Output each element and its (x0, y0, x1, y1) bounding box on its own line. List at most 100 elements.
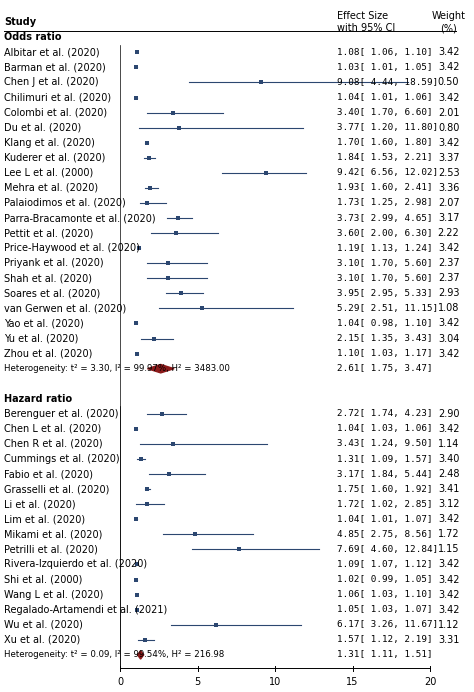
Text: 4.85[ 2.75, 8.56]: 4.85[ 2.75, 8.56] (337, 530, 433, 539)
Text: 1.12: 1.12 (438, 620, 459, 630)
Text: Wu et al. (2020): Wu et al. (2020) (4, 620, 83, 630)
Text: 1.09[ 1.07, 1.12]: 1.09[ 1.07, 1.12] (337, 560, 433, 569)
Text: 3.40: 3.40 (438, 454, 459, 464)
Text: 9.42[ 6.56, 12.02]: 9.42[ 6.56, 12.02] (337, 168, 438, 177)
Text: 3.42: 3.42 (438, 318, 459, 329)
Text: Parra-Bracamonte et al. (2020): Parra-Bracamonte et al. (2020) (4, 213, 156, 223)
Text: Study: Study (4, 17, 36, 27)
Text: Mikami et al. (2020): Mikami et al. (2020) (4, 529, 102, 539)
Text: 3.42: 3.42 (438, 62, 459, 73)
Text: 3.60[ 2.00, 6.30]: 3.60[ 2.00, 6.30] (337, 228, 433, 237)
Text: 1.04[ 0.98, 1.10]: 1.04[ 0.98, 1.10] (337, 319, 433, 328)
Text: 2.01: 2.01 (438, 108, 459, 118)
Text: 1.70[ 1.60, 1.80]: 1.70[ 1.60, 1.80] (337, 138, 433, 147)
Text: 3.04: 3.04 (438, 334, 459, 343)
Text: 3.42: 3.42 (438, 243, 459, 253)
Text: Yu et al. (2020): Yu et al. (2020) (4, 334, 79, 343)
Text: Mehra et al. (2020): Mehra et al. (2020) (4, 183, 98, 193)
Text: 10: 10 (269, 677, 281, 686)
Text: Fabio et al. (2020): Fabio et al. (2020) (4, 469, 93, 479)
Text: Xu et al. (2020): Xu et al. (2020) (4, 635, 81, 645)
Text: 1.14: 1.14 (438, 439, 459, 449)
Text: 2.07: 2.07 (438, 198, 459, 208)
Text: 2.48: 2.48 (438, 469, 459, 479)
Text: 1.72[ 1.02, 2.85]: 1.72[ 1.02, 2.85] (337, 500, 433, 509)
Text: Berenguer et al. (2020): Berenguer et al. (2020) (4, 409, 118, 419)
Text: 3.36: 3.36 (438, 183, 459, 193)
Text: 3.17[ 1.84, 5.44]: 3.17[ 1.84, 5.44] (337, 470, 433, 479)
Text: 1.75[ 1.60, 1.92]: 1.75[ 1.60, 1.92] (337, 484, 433, 493)
Text: Yao et al. (2020): Yao et al. (2020) (4, 318, 84, 329)
Text: 0.50: 0.50 (438, 78, 459, 87)
Text: Heterogeneity: t² = 0.09, I² = 99.54%, H² = 216.98: Heterogeneity: t² = 0.09, I² = 99.54%, H… (4, 650, 224, 659)
Text: 3.42: 3.42 (438, 574, 459, 585)
Text: 1.02[ 0.99, 1.05]: 1.02[ 0.99, 1.05] (337, 575, 433, 584)
Text: Kuderer et al. (2020): Kuderer et al. (2020) (4, 153, 106, 163)
Text: 9.08[ 4.44, 18.59]: 9.08[ 4.44, 18.59] (337, 78, 438, 87)
Text: Klang et al. (2020): Klang et al. (2020) (4, 138, 95, 147)
Text: 3.41: 3.41 (438, 484, 459, 494)
Text: 2.61[ 1.75, 3.47]: 2.61[ 1.75, 3.47] (337, 364, 433, 373)
Text: Albitar et al. (2020): Albitar et al. (2020) (4, 47, 100, 57)
Text: 1.08[ 1.06, 1.10]: 1.08[ 1.06, 1.10] (337, 48, 433, 57)
Text: 1.57[ 1.12, 2.19]: 1.57[ 1.12, 2.19] (337, 635, 433, 644)
Text: 3.42: 3.42 (438, 138, 459, 147)
Text: 3.10[ 1.70, 5.60]: 3.10[ 1.70, 5.60] (337, 274, 433, 283)
Text: 1.08: 1.08 (438, 303, 459, 313)
Text: 1.04[ 1.03, 1.06]: 1.04[ 1.03, 1.06] (337, 424, 433, 433)
Text: 3.40[ 1.70, 6.60]: 3.40[ 1.70, 6.60] (337, 108, 433, 117)
Text: 3.43[ 1.24, 9.50]: 3.43[ 1.24, 9.50] (337, 439, 433, 448)
Text: 3.77[ 1.20, 11.80]: 3.77[ 1.20, 11.80] (337, 123, 438, 132)
Text: 5: 5 (195, 677, 201, 686)
Text: Du et al. (2020): Du et al. (2020) (4, 122, 82, 133)
Text: 2.15[ 1.35, 3.43]: 2.15[ 1.35, 3.43] (337, 334, 433, 343)
Text: Chen R et al. (2020): Chen R et al. (2020) (4, 439, 103, 449)
Text: Priyank et al. (2020): Priyank et al. (2020) (4, 258, 104, 268)
Text: 1.73[ 1.25, 2.98]: 1.73[ 1.25, 2.98] (337, 199, 433, 208)
Text: 1.31[ 1.09, 1.57]: 1.31[ 1.09, 1.57] (337, 455, 433, 464)
Text: 3.42: 3.42 (438, 560, 459, 570)
Text: 3.17: 3.17 (438, 213, 459, 223)
Text: Lee L et al. (2000): Lee L et al. (2000) (4, 168, 93, 178)
Text: 3.42: 3.42 (438, 514, 459, 525)
Text: 1.04[ 1.01, 1.06]: 1.04[ 1.01, 1.06] (337, 93, 433, 102)
Text: Cummings et al. (2020): Cummings et al. (2020) (4, 454, 120, 464)
Text: Regalado-Artamendi et al. (2021): Regalado-Artamendi et al. (2021) (4, 605, 167, 614)
Text: Grasselli et al. (2020): Grasselli et al. (2020) (4, 484, 109, 494)
Text: 2.72[ 1.74, 4.23]: 2.72[ 1.74, 4.23] (337, 410, 433, 419)
Text: Rivera-Izquierdo et al. (2020): Rivera-Izquierdo et al. (2020) (4, 560, 147, 570)
Text: 1.06[ 1.03, 1.10]: 1.06[ 1.03, 1.10] (337, 590, 433, 599)
Text: 3.10[ 1.70, 5.60]: 3.10[ 1.70, 5.60] (337, 259, 433, 268)
Text: 3.95[ 2.95, 5.33]: 3.95[ 2.95, 5.33] (337, 289, 433, 298)
Text: Hazard ratio: Hazard ratio (4, 394, 73, 404)
Text: 2.22: 2.22 (438, 228, 459, 238)
Text: Chen L et al. (2020): Chen L et al. (2020) (4, 424, 101, 434)
Text: 0: 0 (117, 677, 123, 686)
Text: 1.05[ 1.03, 1.07]: 1.05[ 1.03, 1.07] (337, 606, 433, 614)
Text: 15: 15 (346, 677, 359, 686)
Text: 3.42: 3.42 (438, 93, 459, 102)
Polygon shape (137, 650, 144, 659)
Text: Shah et al. (2020): Shah et al. (2020) (4, 273, 92, 283)
Text: Barman et al. (2020): Barman et al. (2020) (4, 62, 106, 73)
Text: Chilimuri et al. (2020): Chilimuri et al. (2020) (4, 93, 111, 102)
Text: 2.37: 2.37 (438, 258, 459, 268)
Text: 1.93[ 1.60, 2.41]: 1.93[ 1.60, 2.41] (337, 183, 433, 192)
Text: 2.37: 2.37 (438, 273, 459, 283)
Text: Pettit et al. (2020): Pettit et al. (2020) (4, 228, 93, 238)
Text: 1.19[ 1.13, 1.24]: 1.19[ 1.13, 1.24] (337, 244, 433, 253)
Text: 3.42: 3.42 (438, 349, 459, 358)
Text: Palaiodimos et al. (2020): Palaiodimos et al. (2020) (4, 198, 126, 208)
Text: Effect Size
with 95% CI: Effect Size with 95% CI (337, 11, 395, 33)
Polygon shape (147, 365, 174, 373)
Text: 2.90: 2.90 (438, 409, 459, 419)
Text: Odds ratio: Odds ratio (4, 33, 62, 42)
Text: Li et al. (2020): Li et al. (2020) (4, 499, 76, 509)
Text: van Gerwen et al. (2020): van Gerwen et al. (2020) (4, 303, 127, 313)
Text: 20: 20 (424, 677, 436, 686)
Text: Soares et al. (2020): Soares et al. (2020) (4, 289, 100, 298)
Text: Petrilli et al. (2020): Petrilli et al. (2020) (4, 545, 98, 554)
Text: Wang L et al. (2020): Wang L et al. (2020) (4, 590, 103, 599)
Text: 1.31[ 1.11, 1.51]: 1.31[ 1.11, 1.51] (337, 650, 433, 659)
Text: 3.73[ 2.99, 4.65]: 3.73[ 2.99, 4.65] (337, 214, 433, 223)
